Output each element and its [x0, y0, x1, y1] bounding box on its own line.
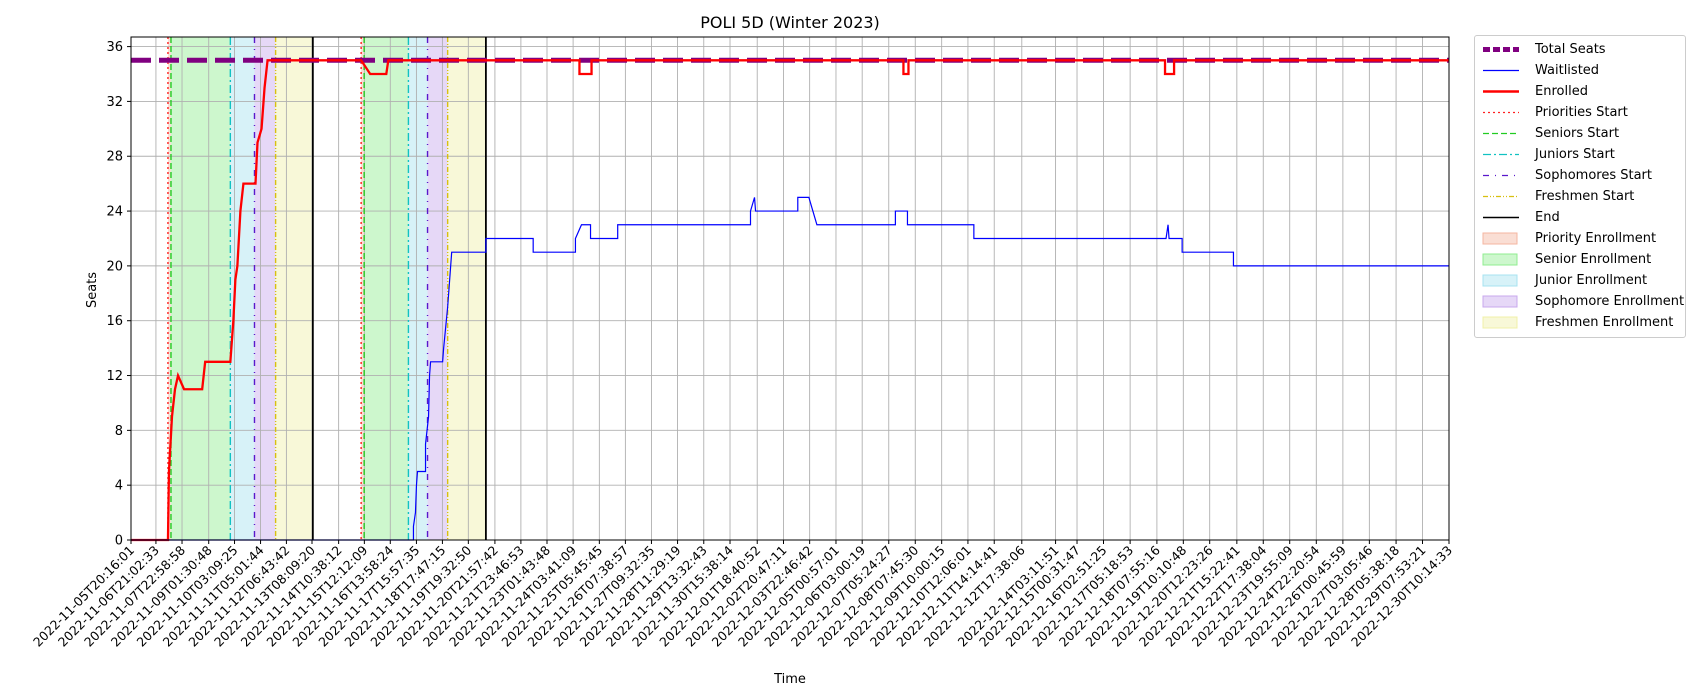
shaded-region — [361, 37, 365, 540]
legend-item: End — [1475, 207, 1685, 228]
legend-item: Senior Enrollment — [1475, 249, 1685, 270]
series-waitlisted-line — [131, 196, 1449, 541]
legend-swatch — [1482, 316, 1518, 329]
legend-label: Freshmen Start — [1535, 189, 1635, 204]
legend-item: Seniors Start — [1475, 123, 1685, 144]
legend-swatch — [1483, 195, 1519, 198]
legend-patch — [1482, 274, 1518, 287]
legend-label: Priority Enrollment — [1535, 231, 1657, 246]
legend-item: Priorities Start — [1475, 102, 1685, 123]
legend-swatch — [1483, 69, 1519, 72]
legend-label: Waitlisted — [1535, 63, 1600, 78]
legend-patch — [1482, 232, 1518, 245]
legend-item: Total Seats — [1475, 39, 1685, 60]
y-tick-label: 8 — [115, 424, 123, 439]
legend-item: Sophomore Enrollment — [1475, 291, 1685, 312]
legend-patch — [1482, 316, 1518, 329]
shaded-region — [254, 37, 276, 540]
legend-item: Freshmen Start — [1475, 186, 1685, 207]
y-tick-label: 0 — [115, 534, 123, 549]
shaded-region — [447, 37, 486, 540]
legend-swatch — [1483, 90, 1519, 93]
legend-label: Priorities Start — [1535, 105, 1628, 120]
legend-label: Freshmen Enrollment — [1535, 315, 1674, 330]
y-tick-label: 32 — [106, 95, 123, 110]
legend-patch — [1482, 253, 1518, 266]
legend-label: Sophomore Enrollment — [1535, 294, 1685, 309]
plot-frame — [130, 36, 1450, 541]
y-tick-label: 12 — [106, 369, 123, 384]
legend-item: Freshmen Enrollment — [1475, 312, 1685, 333]
chart-title: POLI 5D (Winter 2023) — [700, 13, 880, 32]
legend-label: Sophomores Start — [1535, 168, 1652, 183]
legend-swatch — [1483, 111, 1519, 114]
series-enrolled-line — [131, 59, 1449, 542]
legend-label: Juniors Start — [1535, 147, 1615, 162]
legend-item: Sophomores Start — [1475, 165, 1685, 186]
legend-swatch — [1483, 153, 1519, 156]
shaded-region — [275, 37, 313, 540]
shaded-region — [364, 37, 409, 540]
legend-item: Junior Enrollment — [1475, 270, 1685, 291]
chart-legend: Total Seats Waitlisted Enrolled Priorities … — [1474, 35, 1686, 338]
legend-swatch — [1482, 253, 1518, 266]
legend-item: Juniors Start — [1475, 144, 1685, 165]
legend-item: Enrolled — [1475, 81, 1685, 102]
shaded-region — [167, 37, 171, 540]
y-axis-label: Seats — [85, 272, 100, 308]
legend-swatch — [1483, 47, 1519, 52]
legend-swatch — [1482, 295, 1518, 308]
legend-item: Priority Enrollment — [1475, 228, 1685, 249]
legend-label: Enrolled — [1535, 84, 1588, 99]
legend-swatch — [1482, 274, 1518, 287]
legend-swatch — [1483, 132, 1519, 135]
shaded-region — [427, 37, 448, 540]
y-tick-label: 24 — [106, 205, 123, 220]
legend-label: Seniors Start — [1535, 126, 1620, 141]
legend-label: Junior Enrollment — [1535, 273, 1648, 288]
y-tick-label: 36 — [106, 40, 123, 55]
legend-item: Waitlisted — [1475, 60, 1685, 81]
y-tick-label: 20 — [106, 259, 123, 274]
legend-label: End — [1535, 210, 1560, 225]
y-tick-label: 28 — [106, 150, 123, 165]
y-tick-label: 16 — [106, 314, 123, 329]
legend-swatch — [1483, 174, 1519, 177]
legend-swatch — [1483, 216, 1519, 219]
legend-label: Total Seats — [1535, 42, 1606, 57]
x-axis-label: Time — [773, 672, 806, 687]
plot-area: 048121620242832362022-11-05T20:16:012022… — [30, 36, 1455, 650]
legend-label: Senior Enrollment — [1535, 252, 1652, 267]
shaded-region — [408, 37, 428, 540]
legend-swatch — [1482, 232, 1518, 245]
y-tick-label: 4 — [115, 479, 123, 494]
legend-patch — [1482, 295, 1518, 308]
shaded-region — [170, 37, 231, 540]
